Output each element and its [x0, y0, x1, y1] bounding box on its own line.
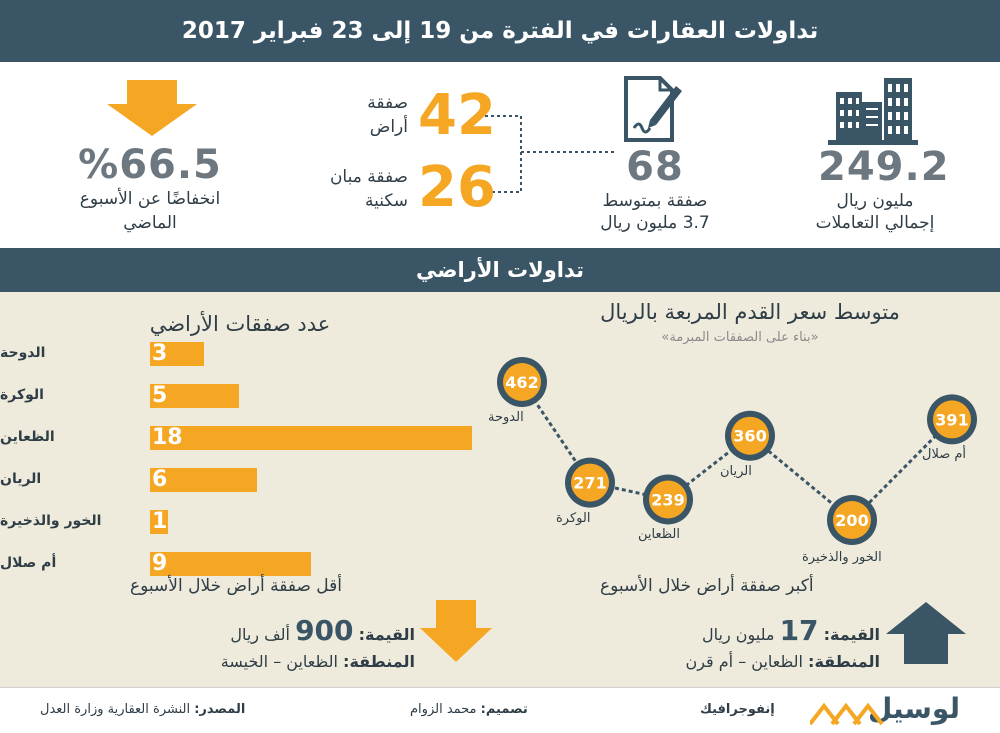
bar-value-label: 9 [152, 551, 168, 576]
line-point: 391 [927, 394, 977, 445]
highest-deal-area: الظعاين – أم قرن [685, 652, 803, 671]
lowest-deal-unit: ألف ريال [230, 625, 290, 644]
lowest-deal-area-label: المنطقة: [343, 652, 415, 671]
highest-deal-value: 17 [779, 614, 819, 647]
point-category-label: الظعاين [638, 527, 680, 543]
bar [150, 510, 168, 534]
land-label-2: أراض [369, 117, 408, 137]
connector-bracket [485, 115, 615, 193]
lowest-deal-area-row: المنطقة: الظعاين – الخيسة [130, 652, 415, 671]
building-count: 26 [418, 155, 496, 220]
bar [150, 426, 472, 450]
bar-value-label: 3 [152, 341, 168, 366]
bar [150, 384, 240, 408]
bar-value-label: 5 [152, 383, 168, 408]
source-label: المصدر: [194, 702, 246, 717]
line-point: 462 [497, 357, 547, 407]
decline-caption-1: انخفاضًا عن الأسبوع [79, 189, 221, 209]
main-title: تداولات العقارات في الفترة من 19 إلى 23 … [181, 18, 819, 44]
highest-deal-area-row: المنطقة: الظعاين – أم قرن [600, 652, 880, 671]
lowest-deal-down-arrow-icon [420, 600, 492, 662]
point-category-label: الخور والذخيرة [802, 550, 882, 565]
section-title: تداولات الأراضي [416, 258, 584, 282]
source-name: النشرة العقارية وزارة العدل [40, 702, 191, 717]
bar-label: الدوحة [0, 345, 46, 361]
highest-deal-unit: مليون ريال [701, 625, 775, 644]
point-value-label: 391 [935, 410, 968, 429]
highest-deal-value-row: القيمة: 17 مليون ريال [600, 614, 880, 647]
bar-value-label: 18 [152, 425, 183, 450]
design-credit: تصميم: محمد الزوام [410, 702, 528, 717]
decline-caption-2: الماضي [123, 213, 177, 233]
bar [150, 342, 204, 366]
point-value-label: 360 [733, 427, 766, 446]
bar [150, 468, 258, 492]
lowest-deal-area: الظعاين – الخيسة [220, 652, 338, 671]
total-caption: إجمالي التعاملات [815, 213, 935, 233]
brand-logo: لوسيل [867, 692, 960, 725]
highest-deal-value-label: القيمة: [823, 625, 880, 644]
point-value-label: 462 [505, 373, 538, 392]
total-unit: مليون ريال [836, 191, 914, 211]
deals-caption-1: صفقة بمتوسط [602, 191, 708, 211]
decline-value: %66.5 [78, 142, 222, 188]
point-value-label: 271 [573, 474, 606, 493]
decline-arrow-icon [107, 80, 197, 136]
brand-suffix: إنفوجرافيك [700, 702, 775, 717]
bar-label: الخور والذخيرة [0, 513, 102, 529]
land-section: عدد صفقات الأراضي الدوحة 3 الوكرة 5 الظعاين 1… [0, 292, 1000, 687]
bar-label: الظعاين [0, 429, 55, 445]
highest-deal-up-arrow-icon [886, 602, 966, 664]
main-title-banner: تداولات العقارات في الفترة من 19 إلى 23 … [0, 0, 1000, 62]
bar-label: أم صلال [0, 555, 57, 571]
source-credit: المصدر: النشرة العقارية وزارة العدل [40, 702, 245, 717]
line-chart: 462 271 239 360 200 391 [497, 357, 977, 545]
bar-value-label: 1 [152, 509, 168, 534]
bar [150, 552, 311, 576]
point-category-label: الوكرة [556, 510, 591, 526]
land-label-1: صفقة [367, 93, 408, 113]
deals-count: 68 [626, 144, 684, 190]
point-category-label: الريان [720, 463, 752, 479]
buildings-icon [828, 78, 918, 145]
section-banner: تداولات الأراضي [0, 248, 1000, 292]
point-category-label: أم صلال [922, 447, 967, 463]
footer: لوسيل إنفوجرافيك تصميم: محمد الزوام المص… [0, 687, 1000, 733]
bar-label: الوكرة [0, 387, 44, 403]
lowest-deal-value-label: القيمة: [358, 625, 415, 644]
lowest-deal-title: أقل صفقة أراض خلال الأسبوع [130, 576, 343, 596]
bar-value-label: 6 [152, 467, 168, 492]
contract-pen-icon [624, 76, 682, 142]
line-point: 360 [725, 410, 775, 461]
highest-deal-area-label: المنطقة: [808, 652, 880, 671]
deals-caption-2: 3.7 مليون ريال [600, 213, 710, 233]
brand-chevrons-icon [810, 702, 884, 726]
line-point: 239 [643, 474, 693, 525]
summary-panel: 249.2 مليون ريال إجمالي التعاملات 68 صفق… [0, 62, 1000, 248]
point-category-label: الدوحة [488, 410, 524, 425]
bar-label: الريان [0, 471, 42, 487]
line-chart-subtitle: «بناء على الصفقات المبرمة» [661, 330, 819, 345]
design-name: محمد الزوام [410, 702, 477, 717]
lowest-deal-value: 900 [295, 614, 354, 647]
line-point: 200 [827, 495, 877, 545]
total-value: 249.2 [818, 144, 950, 190]
highest-deal-title: أكبر صفقة أراض خلال الأسبوع [600, 576, 814, 596]
point-value-label: 239 [651, 490, 684, 509]
bar-chart-title: عدد صفقات الأراضي [149, 312, 331, 336]
building-label-1: صفقة مبان [329, 167, 408, 187]
land-count: 42 [418, 83, 496, 148]
lowest-deal-value-row: القيمة: 900 ألف ريال [150, 614, 415, 647]
line-chart-title: متوسط سعر القدم المربعة بالريال [600, 300, 900, 324]
building-label-2: سكنية [364, 191, 408, 211]
line-point: 271 [565, 457, 615, 508]
point-value-label: 200 [835, 511, 868, 530]
design-label: تصميم: [480, 702, 528, 717]
